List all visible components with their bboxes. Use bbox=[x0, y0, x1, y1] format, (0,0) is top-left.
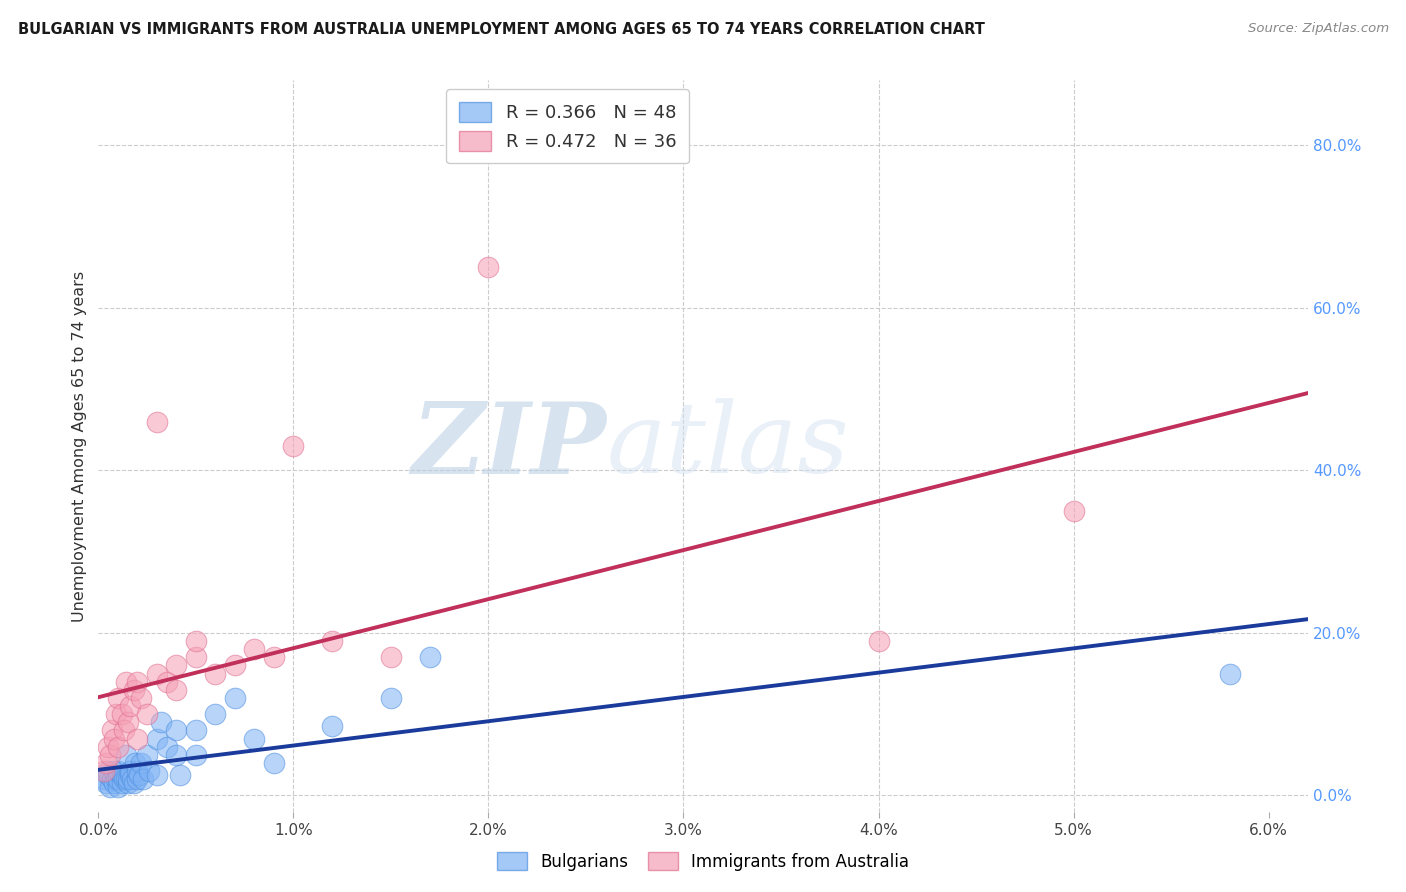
Point bbox=[184, 634, 207, 648]
Point bbox=[101, 723, 124, 738]
Point bbox=[131, 690, 153, 705]
Point bbox=[224, 658, 246, 673]
Point bbox=[107, 780, 129, 795]
Point bbox=[103, 764, 125, 778]
Point bbox=[97, 739, 120, 754]
Point bbox=[122, 776, 145, 790]
Point bbox=[112, 772, 135, 787]
Point bbox=[146, 666, 169, 681]
Point bbox=[118, 764, 141, 778]
Point bbox=[127, 772, 149, 787]
Point bbox=[1219, 666, 1241, 681]
Point bbox=[128, 768, 150, 782]
Point bbox=[146, 731, 169, 746]
Point bbox=[263, 756, 285, 770]
Point bbox=[97, 764, 120, 778]
Point bbox=[283, 439, 305, 453]
Point bbox=[114, 747, 136, 762]
Point bbox=[107, 772, 129, 787]
Point bbox=[184, 723, 207, 738]
Point bbox=[93, 772, 115, 787]
Point bbox=[132, 772, 155, 787]
Point bbox=[118, 699, 141, 714]
Point bbox=[117, 776, 139, 790]
Point bbox=[169, 768, 191, 782]
Point bbox=[111, 707, 134, 722]
Point bbox=[184, 747, 207, 762]
Point bbox=[127, 731, 149, 746]
Point bbox=[138, 764, 160, 778]
Point bbox=[121, 772, 143, 787]
Point bbox=[118, 768, 141, 782]
Point bbox=[103, 731, 125, 746]
Point bbox=[107, 764, 129, 778]
Point bbox=[124, 756, 146, 770]
Point bbox=[165, 682, 187, 697]
Point bbox=[111, 776, 134, 790]
Point bbox=[243, 642, 266, 657]
Text: ZIP: ZIP bbox=[412, 398, 606, 494]
Point bbox=[104, 772, 127, 787]
Point bbox=[122, 682, 145, 697]
Point bbox=[165, 747, 187, 762]
Legend: R = 0.366   N = 48, R = 0.472   N = 36: R = 0.366 N = 48, R = 0.472 N = 36 bbox=[446, 89, 689, 163]
Point bbox=[477, 260, 499, 275]
Point bbox=[224, 690, 246, 705]
Text: atlas: atlas bbox=[606, 399, 849, 493]
Point bbox=[127, 764, 149, 778]
Point bbox=[380, 650, 402, 665]
Point bbox=[101, 772, 124, 787]
Point bbox=[111, 768, 134, 782]
Point bbox=[96, 776, 118, 790]
Point bbox=[114, 772, 136, 787]
Point bbox=[104, 707, 127, 722]
Point bbox=[204, 666, 226, 681]
Point bbox=[165, 658, 187, 673]
Point bbox=[321, 634, 343, 648]
Point bbox=[98, 747, 121, 762]
Point bbox=[107, 690, 129, 705]
Point bbox=[165, 723, 187, 738]
Point bbox=[93, 764, 115, 778]
Point bbox=[136, 747, 159, 762]
Point bbox=[156, 739, 179, 754]
Text: BULGARIAN VS IMMIGRANTS FROM AUSTRALIA UNEMPLOYMENT AMONG AGES 65 TO 74 YEARS CO: BULGARIAN VS IMMIGRANTS FROM AUSTRALIA U… bbox=[18, 22, 986, 37]
Point bbox=[321, 719, 343, 733]
Point bbox=[127, 674, 149, 689]
Text: Source: ZipAtlas.com: Source: ZipAtlas.com bbox=[1249, 22, 1389, 36]
Point bbox=[107, 739, 129, 754]
Point bbox=[96, 756, 118, 770]
Point bbox=[243, 731, 266, 746]
Y-axis label: Unemployment Among Ages 65 to 74 years: Unemployment Among Ages 65 to 74 years bbox=[72, 270, 87, 622]
Point bbox=[103, 776, 125, 790]
Point bbox=[149, 715, 172, 730]
Point bbox=[98, 780, 121, 795]
Point bbox=[146, 415, 169, 429]
Point bbox=[117, 715, 139, 730]
Point bbox=[131, 756, 153, 770]
Point bbox=[1063, 504, 1085, 518]
Point bbox=[156, 674, 179, 689]
Point bbox=[117, 772, 139, 787]
Point bbox=[204, 707, 226, 722]
Point bbox=[380, 690, 402, 705]
Point bbox=[136, 707, 159, 722]
Point bbox=[263, 650, 285, 665]
Point bbox=[184, 650, 207, 665]
Point bbox=[146, 768, 169, 782]
Point bbox=[97, 768, 120, 782]
Point bbox=[112, 723, 135, 738]
Point bbox=[868, 634, 890, 648]
Point bbox=[419, 650, 441, 665]
Legend: Bulgarians, Immigrants from Australia: Bulgarians, Immigrants from Australia bbox=[488, 844, 918, 880]
Point bbox=[114, 674, 136, 689]
